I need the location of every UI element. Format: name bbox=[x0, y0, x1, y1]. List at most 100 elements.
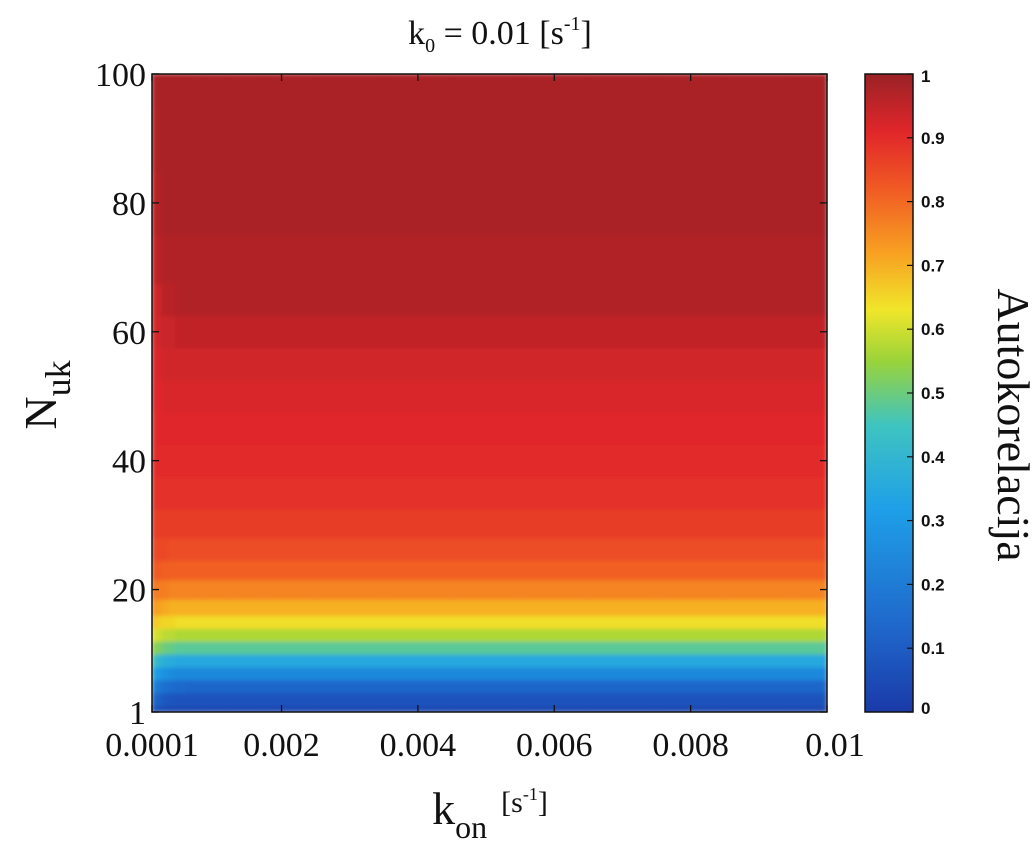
heatmap-cell bbox=[175, 234, 187, 285]
heatmap-cell bbox=[792, 537, 827, 562]
heatmap-cell bbox=[202, 537, 232, 562]
heatmap-cell bbox=[168, 537, 177, 562]
heatmap-cell bbox=[724, 579, 794, 600]
heatmap-cell bbox=[792, 559, 827, 581]
heatmap-cell bbox=[519, 508, 589, 539]
heatmap-cell bbox=[263, 614, 317, 629]
heatmap-cell bbox=[202, 614, 232, 629]
heatmap-cell bbox=[451, 704, 521, 712]
heatmap-cell bbox=[724, 379, 794, 413]
title-subscript: 0 bbox=[425, 35, 435, 57]
heatmap-cell bbox=[175, 627, 187, 642]
heatmap-cell bbox=[315, 476, 385, 510]
heatmap-cell bbox=[161, 234, 170, 285]
heatmap-cell bbox=[168, 579, 177, 600]
heatmap-cell bbox=[229, 704, 266, 712]
heatmap-cell bbox=[161, 411, 170, 446]
heatmap-cell bbox=[315, 234, 385, 285]
heatmap-cell bbox=[263, 508, 317, 539]
heatmap-cell bbox=[724, 443, 794, 478]
heatmap-cell bbox=[152, 537, 157, 562]
heatmap-cell bbox=[587, 508, 658, 539]
heatmap-cell bbox=[383, 443, 453, 478]
heatmap-cell bbox=[315, 704, 385, 712]
heatmap-cell bbox=[451, 679, 521, 694]
heatmap-cell bbox=[519, 315, 589, 349]
heatmap-cell bbox=[792, 653, 827, 668]
heatmap-cell bbox=[383, 627, 453, 642]
heatmap-cell bbox=[185, 666, 204, 681]
y-tick-label: 100 bbox=[95, 57, 146, 94]
heatmap-cell bbox=[655, 640, 726, 655]
heatmap-cell bbox=[655, 579, 726, 600]
heatmap-cell bbox=[175, 537, 187, 562]
plot-frame bbox=[151, 73, 828, 713]
heatmap-cell bbox=[655, 170, 726, 236]
heatmap-cell bbox=[185, 347, 204, 381]
colorbar-tick-label: 0.7 bbox=[921, 256, 945, 275]
heatmap-cell bbox=[161, 170, 170, 236]
heatmap-cell bbox=[175, 170, 187, 236]
heatmap-cell bbox=[229, 640, 266, 655]
heatmap-cell bbox=[792, 347, 827, 381]
heatmap-cell bbox=[229, 315, 266, 349]
heatmap-cell bbox=[315, 579, 385, 600]
heatmap-cell bbox=[587, 537, 658, 562]
heatmap-cell bbox=[154, 614, 163, 629]
heatmap-cell bbox=[519, 476, 589, 510]
heatmap-cell bbox=[519, 666, 589, 681]
heatmap-cell bbox=[152, 704, 157, 712]
heatmap-cell bbox=[792, 508, 827, 539]
heatmap-cell bbox=[168, 508, 177, 539]
heatmap-cell bbox=[587, 443, 658, 478]
heatmap-cell bbox=[168, 74, 177, 107]
heatmap-cell bbox=[383, 476, 453, 510]
heatmap-cell bbox=[185, 653, 204, 668]
heatmap-cell bbox=[655, 692, 726, 707]
heatmap-cell bbox=[161, 666, 170, 681]
heatmap-cell bbox=[175, 379, 187, 413]
y-title-n: N bbox=[15, 396, 66, 429]
heatmap-cell bbox=[154, 653, 163, 668]
heatmap-cell bbox=[185, 443, 204, 478]
heatmap-cell bbox=[263, 476, 317, 510]
heatmap-cell bbox=[202, 653, 232, 668]
x-title-unit-sup: -1 bbox=[523, 784, 538, 804]
heatmap-cell bbox=[655, 598, 726, 616]
heatmap-cell bbox=[792, 282, 827, 317]
heatmap-cell bbox=[229, 379, 266, 413]
heatmap-cell bbox=[229, 579, 266, 600]
heatmap-cell bbox=[152, 640, 157, 655]
heatmap-cell bbox=[792, 666, 827, 681]
heatmap-cell bbox=[229, 74, 266, 107]
heatmap-cell bbox=[168, 315, 177, 349]
heatmap-cell bbox=[202, 476, 232, 510]
heatmap-cell bbox=[792, 627, 827, 642]
heatmap-cell bbox=[202, 640, 232, 655]
heatmap-cell bbox=[792, 598, 827, 616]
heatmap-cell bbox=[161, 559, 170, 581]
heatmap-cell bbox=[724, 704, 794, 712]
heatmap-cell bbox=[792, 411, 827, 446]
heatmap-cell bbox=[451, 537, 521, 562]
heatmap-cell bbox=[315, 559, 385, 581]
heatmap-cell bbox=[202, 627, 232, 642]
heatmap-cell bbox=[263, 704, 317, 712]
heatmap-cell bbox=[519, 537, 589, 562]
heatmap-cell bbox=[724, 282, 794, 317]
heatmap-cell bbox=[383, 692, 453, 707]
heatmap-cell bbox=[152, 347, 157, 381]
x-title-k: k bbox=[432, 783, 455, 834]
heatmap-cell bbox=[263, 537, 317, 562]
heatmap-cell bbox=[161, 315, 170, 349]
heatmap-cell bbox=[383, 105, 453, 172]
heatmap-cell bbox=[451, 315, 521, 349]
heatmap-cell bbox=[655, 411, 726, 446]
heatmap-cell bbox=[202, 315, 232, 349]
heatmap-cell bbox=[451, 508, 521, 539]
heatmap-cell bbox=[724, 666, 794, 681]
heatmap-cell bbox=[655, 537, 726, 562]
y-axis-title: Nuk bbox=[15, 360, 78, 429]
heatmap-cell bbox=[315, 282, 385, 317]
heatmap-cell bbox=[229, 170, 266, 236]
